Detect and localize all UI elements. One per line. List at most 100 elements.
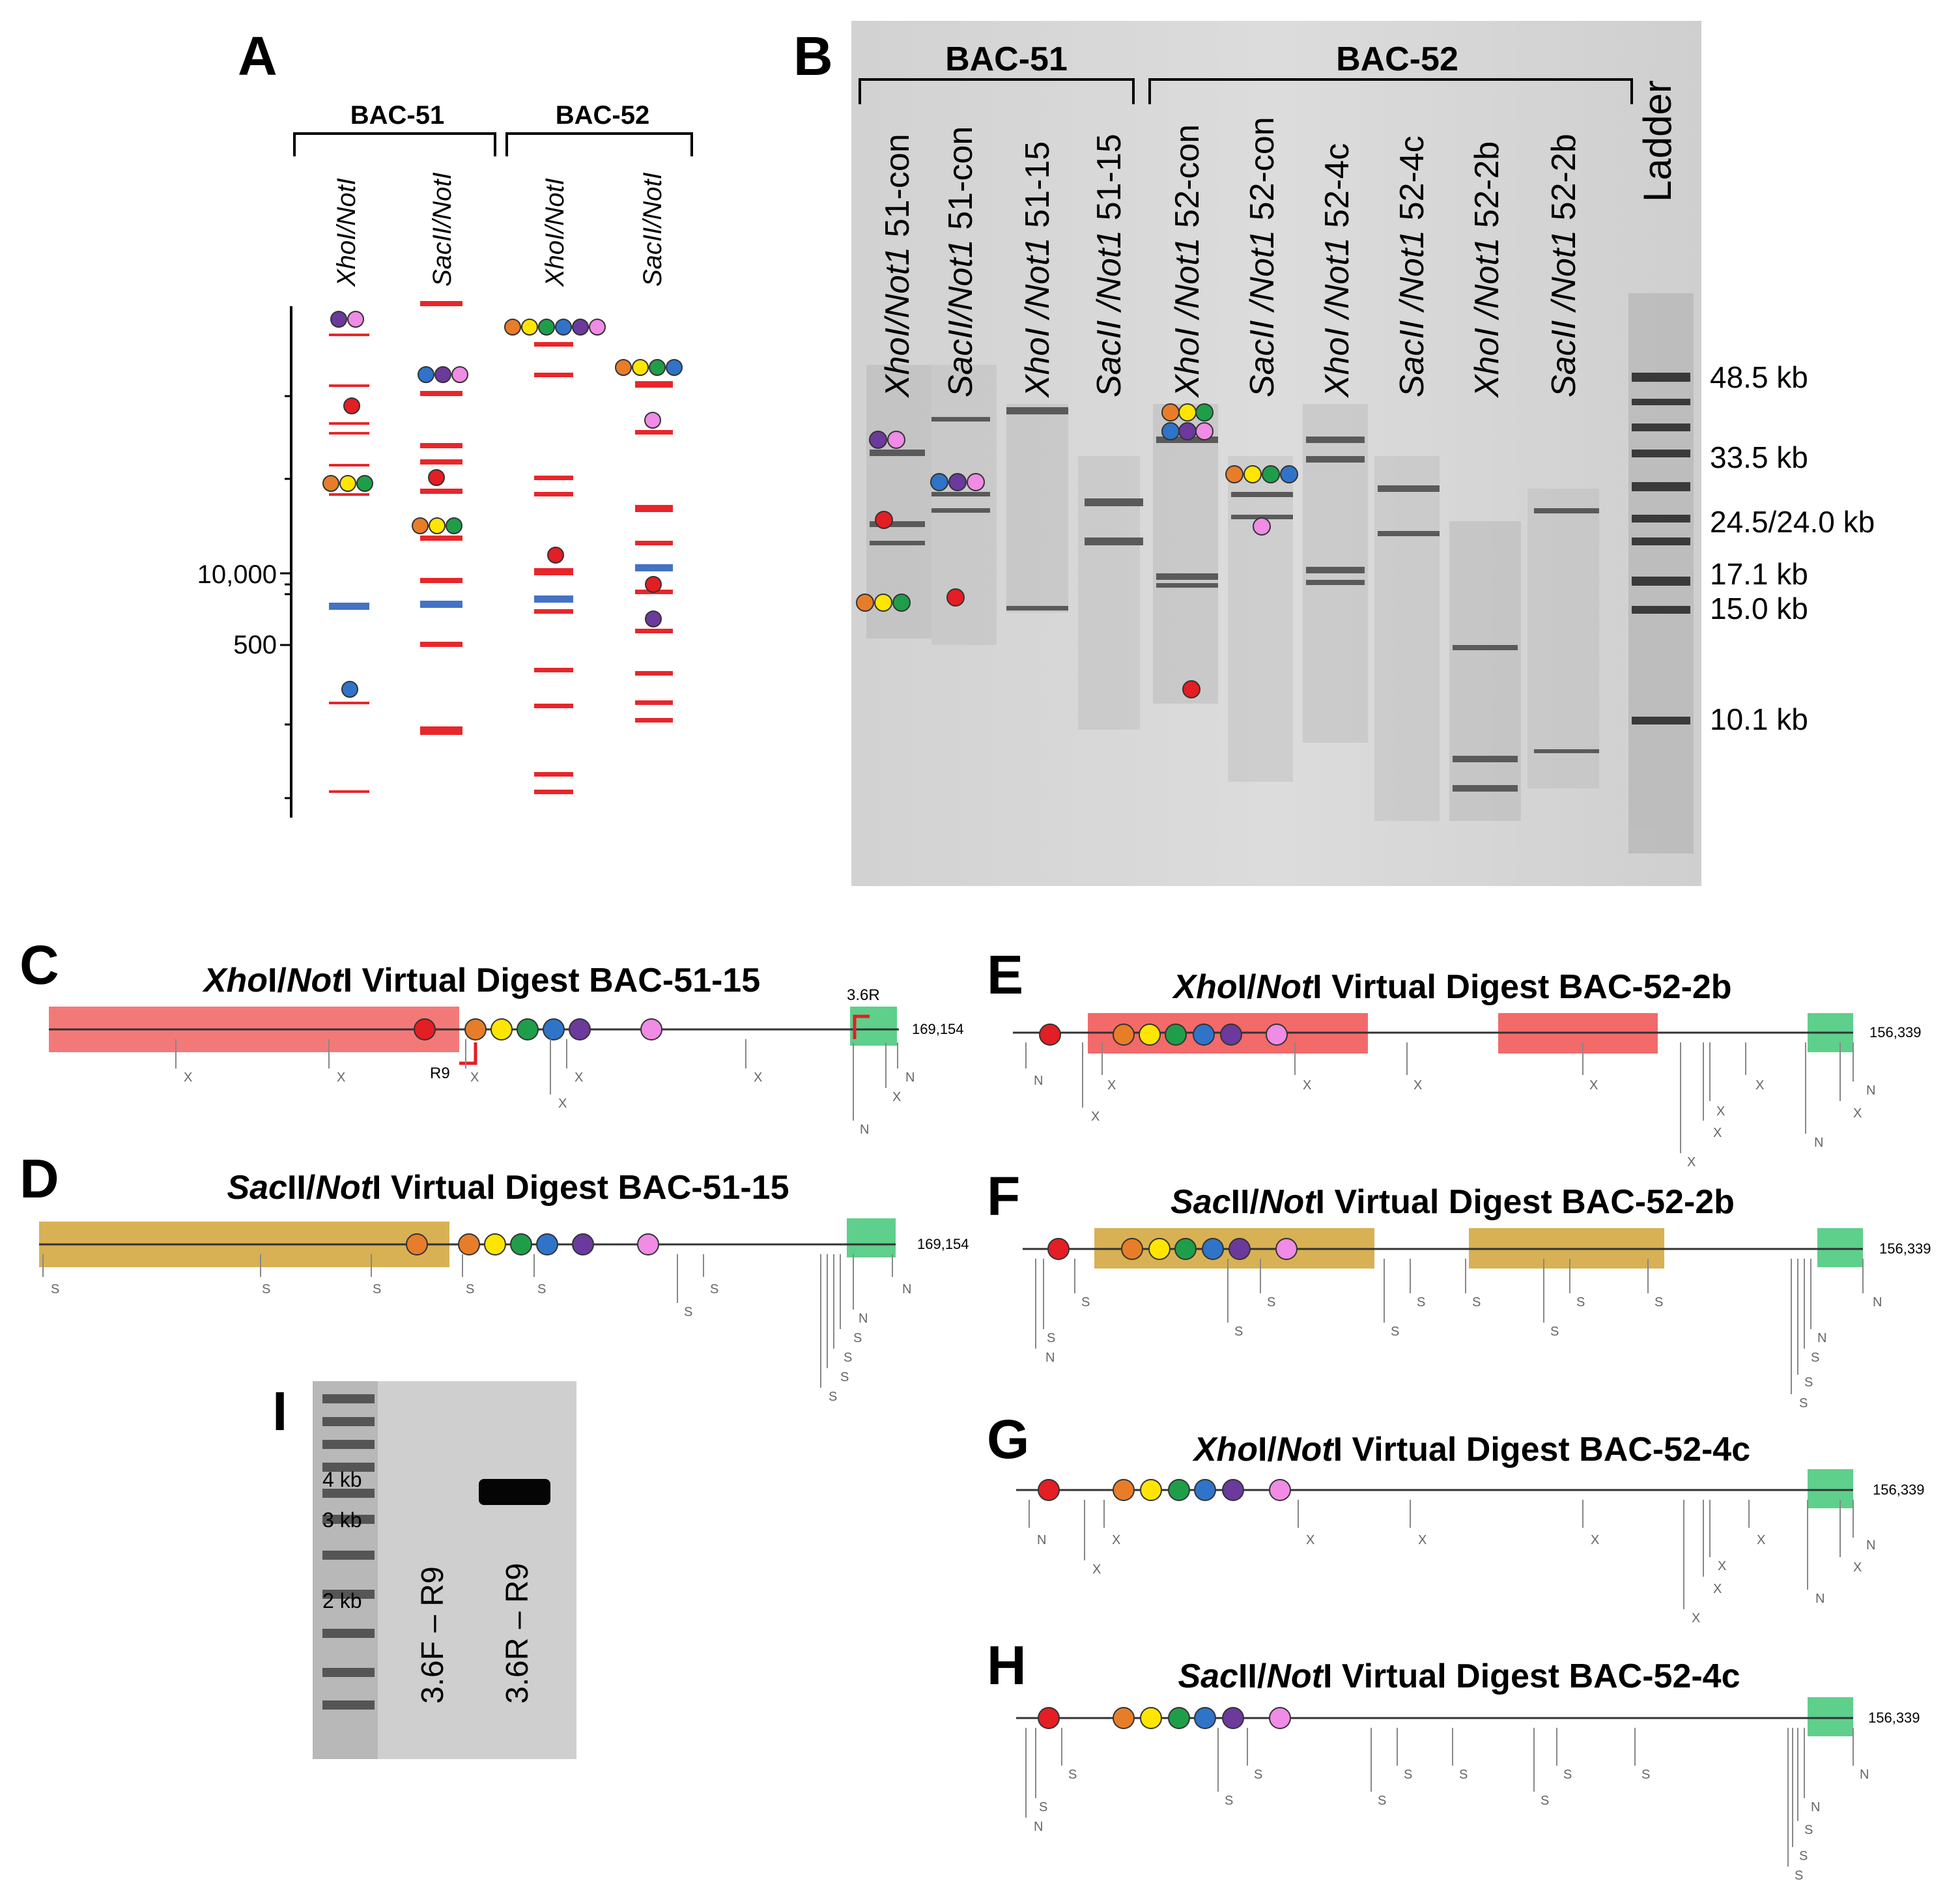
d-site-s: S (51, 1282, 59, 1297)
d-markers (406, 1233, 659, 1255)
gel-i-3kb: 3 kb (322, 1508, 362, 1532)
e-sites (1025, 1042, 1854, 1153)
panel-c: C XhoI/NotI Virtual Digest BAC-51-15 169… (20, 934, 964, 1137)
panel-f-label: F (987, 1166, 1020, 1227)
a-lane-3: XhoI/NotI (541, 178, 569, 287)
b-lane-9: XhoI /Not1 52-2b (1468, 141, 1506, 398)
a-bands-lane3 (534, 342, 573, 794)
b-lane-4: SacII /Not1 51-15 (1090, 134, 1128, 397)
a-markers (322, 311, 683, 698)
b-lane-2: SacII/Not1 51-con (942, 126, 980, 397)
e-length: 156,339 (1869, 1024, 1922, 1040)
b-lane-3: XhoI /Not1 51-15 (1019, 141, 1057, 398)
c-primer-3-6r: 3.6R (847, 986, 880, 1004)
panel-d-label: D (20, 1148, 59, 1209)
f-site-s: S (1799, 1396, 1808, 1411)
h-length: 156,339 (1868, 1710, 1920, 1726)
d-site-n: N (859, 1312, 868, 1326)
d-site-n: N (902, 1282, 911, 1297)
c-site-x: X (337, 1070, 345, 1085)
d-site-s: S (844, 1351, 852, 1365)
g-site-x: X (1112, 1533, 1120, 1547)
f-site-s: S (1655, 1295, 1663, 1310)
a-bands-lane4 (635, 381, 673, 723)
g-site-n: N (1815, 1592, 1825, 1606)
b-group-bac52: BAC-52 (1336, 40, 1458, 78)
a-bands-lane1 (329, 334, 369, 793)
f-site-s: S (1081, 1295, 1090, 1310)
panel-i: I 4 kb 3 kb 2 kb 3.6F – R9 3.6R – R9 (272, 1381, 576, 1759)
panel-f: F SacII/NotI Virtual Digest BAC-52-2b 15… (987, 1166, 1931, 1411)
panel-h-label: H (987, 1635, 1027, 1696)
c-primer-3-6r-arrow (853, 1014, 870, 1039)
panel-g-label: G (987, 1409, 1029, 1470)
ladder-48-5kb: 48.5 kb (1710, 360, 1808, 394)
e-site-x: X (1853, 1106, 1862, 1121)
h-site-n: N (1860, 1768, 1869, 1782)
b-lane-7: XhoI /Not1 52-4c (1318, 143, 1356, 398)
gel-i-lane-3-6f-r9: 3.6F – R9 (416, 1566, 450, 1704)
b-lane-1: XhoI/Not1 51-con (879, 134, 916, 398)
ladder-33-5kb: 33.5 kb (1710, 440, 1808, 474)
panel-a: A BAC-51 BAC-52 XhoI/NotI SacII/NotI Xho… (197, 25, 693, 818)
f-length: 156,339 (1879, 1240, 1931, 1257)
h-site-s: S (1404, 1768, 1412, 1782)
f-site-s: S (1234, 1325, 1243, 1339)
g-sites (1029, 1500, 1854, 1609)
c-primer-r9: R9 (430, 1065, 450, 1082)
f-title: SacII/NotI Virtual Digest BAC-52-2b (1171, 1183, 1735, 1221)
h-site-s: S (1225, 1794, 1233, 1808)
e-site-x: X (1713, 1126, 1722, 1140)
c-site-x: X (754, 1070, 762, 1085)
ladder-bands (1632, 373, 1690, 724)
f-site-n: N (1817, 1331, 1826, 1345)
b-group-bac51: BAC-51 (945, 40, 1068, 78)
e-title: XhoI/NotI Virtual Digest BAC-52-2b (1171, 968, 1731, 1006)
g-site-x: X (1306, 1533, 1314, 1547)
h-highlight-green (1808, 1697, 1853, 1736)
d-site-s: S (537, 1282, 546, 1297)
e-site-x: X (1091, 1110, 1100, 1124)
b-lane-6: SacII /Not1 52-con (1243, 117, 1281, 397)
f-site-s: S (1047, 1331, 1055, 1345)
f-highlight-green (1817, 1228, 1863, 1267)
c-site-x: X (575, 1070, 583, 1085)
ladder-17-1kb: 17.1 kb (1710, 557, 1808, 591)
g-site-x: X (1757, 1533, 1765, 1547)
a-group-bac51: BAC-51 (350, 101, 444, 130)
panel-i-label: I (272, 1381, 287, 1442)
d-site-s: S (710, 1282, 718, 1297)
d-site-s: S (373, 1282, 381, 1297)
f-site-s: S (1804, 1375, 1813, 1390)
h-site-s: S (1541, 1794, 1549, 1808)
g-title: XhoI/NotI Virtual Digest BAC-52-4c (1192, 1431, 1750, 1469)
f-site-s: S (1576, 1295, 1585, 1310)
f-site-s: S (1550, 1325, 1559, 1339)
g-site-n: N (1866, 1538, 1875, 1553)
c-site-x: X (558, 1096, 567, 1111)
panel-d: D SacII/NotI Virtual Digest BAC-51-15 16… (20, 1148, 969, 1404)
e-site-n: N (1034, 1074, 1043, 1088)
c-site-x: X (892, 1090, 901, 1104)
f-site-s: S (1472, 1295, 1481, 1310)
a-group-bac52: BAC-52 (556, 101, 649, 130)
b-bracket-bac52 (1148, 78, 1633, 104)
h-site-s: S (1799, 1849, 1808, 1863)
ladder-24-5kb: 24.5/24.0 kb (1710, 505, 1875, 539)
gel-i-2kb: 2 kb (322, 1589, 362, 1612)
f-site-s: S (1391, 1325, 1399, 1339)
gel-i-product-band (479, 1479, 550, 1505)
d-sites (42, 1254, 893, 1388)
e-markers (1039, 1024, 1288, 1046)
panel-b-label: B (793, 25, 833, 87)
c-site-x: X (184, 1070, 192, 1085)
ladder-15-0kb: 15.0 kb (1710, 592, 1808, 625)
f-sites (1035, 1259, 1864, 1394)
a-lane-1: XhoI/NotI (332, 178, 361, 287)
c-site-x: X (470, 1070, 479, 1085)
f-site-s: S (1811, 1351, 1819, 1365)
b-bracket-bac51 (859, 78, 1135, 104)
d-length: 169,154 (917, 1236, 969, 1252)
b-markers (856, 403, 1298, 698)
g-markers (1038, 1479, 1291, 1501)
